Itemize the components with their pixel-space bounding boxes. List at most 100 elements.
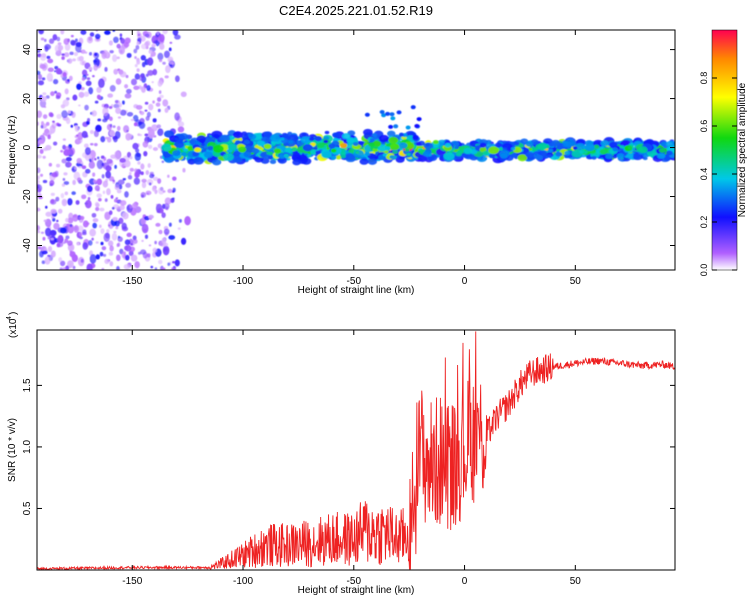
snr-xtick-label: -50	[347, 576, 362, 587]
heatmap-cell	[379, 110, 385, 115]
heatmap-cell	[132, 142, 139, 150]
heatmap-cell	[381, 113, 387, 118]
heatmap-cell	[67, 78, 70, 82]
heatmap-cell	[133, 85, 140, 91]
heatmap-cell	[101, 174, 105, 179]
heatmap-cell	[119, 33, 123, 37]
heatmap-cell	[138, 121, 143, 125]
heatmap-cell	[454, 145, 459, 150]
heatmap-cell	[104, 30, 111, 35]
heatmap-cell	[443, 152, 455, 161]
heatmap-cell	[152, 68, 158, 76]
heatmap-cell	[113, 103, 120, 109]
heatmap-cell	[180, 91, 187, 98]
heatmap-cell	[155, 102, 161, 107]
heatmap-cell	[41, 260, 46, 265]
heatmap-cell	[86, 263, 93, 270]
heatmap-cell	[85, 73, 89, 76]
heatmap-cell	[37, 70, 41, 75]
heatmap-cell	[101, 51, 107, 59]
heatmap-cell	[263, 131, 273, 138]
heatmap-cell	[247, 133, 254, 138]
heatmap-cell	[151, 186, 157, 192]
snr-series-line	[37, 331, 675, 570]
heatmap-cell	[359, 158, 369, 165]
heatmap-cell	[136, 68, 140, 72]
heatmap-cell	[388, 136, 399, 144]
heatmap-cell	[605, 153, 614, 160]
heatmap-cell	[57, 42, 62, 46]
heatmap-cell	[50, 91, 55, 97]
heatmap-cell	[396, 110, 402, 115]
heatmap-cell	[153, 40, 159, 44]
heatmap-cell	[102, 118, 108, 123]
heatmap-cell	[88, 66, 93, 71]
heatmap-cell	[60, 149, 64, 153]
heatmap-cell	[63, 149, 71, 156]
heatmap-cell	[93, 143, 98, 147]
heatmap-cell	[70, 245, 74, 250]
heatmap-cell	[146, 111, 151, 118]
heatmap-cell	[627, 146, 633, 150]
heatmap-cell	[68, 212, 74, 221]
heatmap-cell	[92, 172, 96, 177]
heatmap-cell	[102, 106, 109, 117]
heatmap-cell	[64, 88, 69, 95]
heatmap-cell	[369, 137, 375, 142]
heatmap-cell	[406, 152, 412, 157]
heatmap-cell	[105, 170, 112, 179]
heatmap-cell	[637, 146, 648, 154]
heatmap-cell	[57, 235, 64, 244]
heatmap-cell	[119, 204, 125, 211]
heatmap-cell	[41, 77, 46, 81]
heatmap-cell	[137, 161, 141, 165]
heatmap-cell	[273, 148, 282, 154]
heatmap-cell	[162, 245, 170, 256]
heatmap-cell	[89, 130, 94, 135]
heatmap-cell	[85, 199, 92, 209]
heatmap-cell	[162, 99, 169, 107]
heatmap-cell	[382, 153, 388, 157]
heatmap-cell	[108, 106, 113, 109]
heatmap-cell	[182, 168, 186, 173]
heatmap-cell	[154, 190, 158, 195]
heatmap-cell	[315, 150, 321, 155]
snr-ytick-label: 0.5	[22, 501, 33, 515]
heatmap-cell	[80, 215, 85, 220]
snr-xtick-label: 0	[462, 576, 468, 587]
heatmap-cell	[69, 162, 72, 167]
heatmap-cell	[269, 159, 277, 165]
heatmap-cell	[149, 173, 155, 179]
heatmap-cell	[50, 237, 54, 241]
heatmap-cell	[267, 155, 273, 160]
heatmap-cell	[134, 56, 137, 59]
heatmap-cell	[232, 131, 243, 139]
heatmap-cell	[37, 246, 42, 250]
heatmap-cell	[61, 110, 68, 119]
heatmap-cell	[114, 100, 119, 104]
heatmap-cell	[95, 254, 100, 260]
heatmap-cell	[122, 212, 129, 220]
heatmap-cell	[168, 58, 174, 64]
heatmap-cell	[158, 59, 163, 63]
heatmap-cell	[107, 93, 114, 98]
heatmap-cell	[358, 141, 365, 146]
heatmap-cell	[45, 95, 50, 99]
heatmap-cell	[37, 167, 41, 174]
heatmap-cell	[63, 181, 70, 185]
heatmap-cell	[67, 240, 73, 246]
heatmap-cell	[114, 220, 120, 227]
heatmap-cell	[50, 250, 56, 258]
heatmap-cell	[96, 156, 100, 160]
heatmap-cell	[510, 147, 516, 151]
heatmap-cell	[133, 177, 140, 185]
heatmap-cell	[89, 178, 96, 185]
heatmap-cell	[48, 131, 53, 135]
heatmap-cell	[160, 208, 164, 214]
heatmap-cell	[89, 253, 97, 264]
heatmap-cell	[104, 66, 108, 72]
heatmap-cell	[72, 94, 78, 101]
heatmap-cell	[389, 112, 395, 117]
heatmap-cell	[129, 167, 134, 172]
heatmap-cell	[626, 153, 634, 159]
